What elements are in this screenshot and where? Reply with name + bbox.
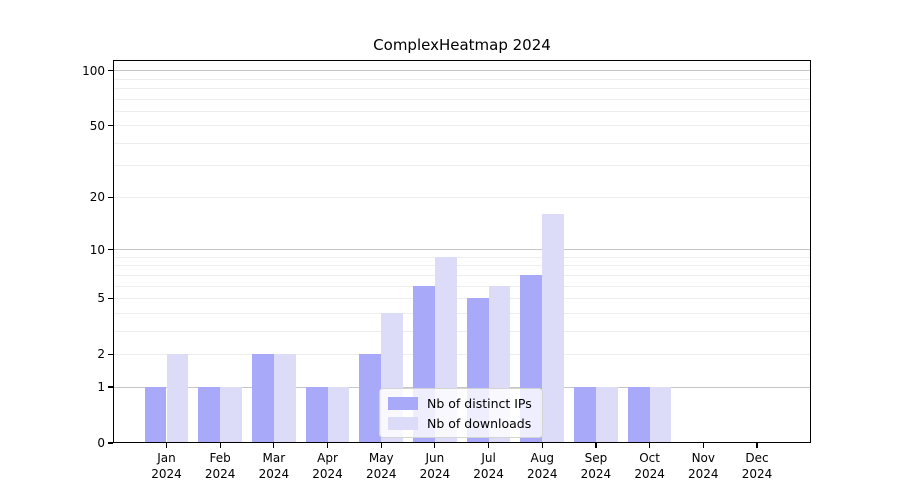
x-tick-label-dec: Dec 2024 (741, 451, 773, 481)
x-tick-mark (595, 443, 597, 448)
x-tick-label-jan: Jan 2024 (151, 451, 182, 481)
gridline-minor (114, 353, 810, 355)
gridline-minor (114, 110, 810, 112)
y-tick-label: 50 (89, 118, 105, 133)
x-tick-mark (219, 443, 221, 448)
bar-downloads-sep (595, 387, 618, 443)
y-tick-mark (108, 70, 113, 72)
plot-frame (113, 60, 811, 443)
bar-distinct-ips-may (359, 354, 382, 443)
gridline-major (114, 386, 810, 388)
gridline-minor (114, 142, 810, 144)
gridline-minor (114, 297, 810, 299)
legend-swatch (388, 416, 418, 430)
gridline-major (114, 70, 810, 72)
x-tick-mark (541, 443, 543, 448)
bar-distinct-ips-jan (144, 387, 167, 443)
gridline-minor (114, 274, 810, 276)
gridline-minor (114, 265, 810, 267)
gridline-minor (114, 125, 810, 127)
x-tick-label-nov: Nov 2024 (688, 451, 719, 481)
legend-row: Nb of distinct IPs (388, 394, 532, 412)
legend-swatch (388, 396, 418, 410)
x-tick-mark (702, 443, 704, 448)
x-tick-label-jul: Jul 2024 (473, 451, 504, 481)
bar-downloads-apr (327, 387, 350, 443)
y-tick-label: 1 (97, 380, 105, 395)
x-tick-label-sep: Sep 2024 (580, 451, 612, 481)
bar-distinct-ips-mar (252, 354, 274, 443)
x-tick-mark (756, 443, 758, 448)
x-tick-mark (380, 443, 382, 448)
legend-label: Nb of distinct IPs (427, 395, 532, 411)
x-tick-mark (434, 443, 436, 448)
x-tick-label-aug: Aug 2024 (526, 451, 558, 481)
x-tick-label-mar: Mar 2024 (258, 451, 290, 481)
bar-distinct-ips-oct (627, 387, 650, 443)
bar-downloads-feb (220, 387, 242, 443)
y-tick-label: 10 (89, 242, 105, 257)
bar-downloads-mar (273, 354, 296, 443)
gridline-minor (114, 98, 810, 100)
y-tick-mark (108, 442, 113, 444)
y-tick-label: 5 (97, 291, 105, 306)
bar-downloads-aug (542, 214, 565, 443)
gridline-minor (114, 256, 810, 258)
gridline-minor (114, 285, 810, 287)
gridline-minor (114, 312, 810, 314)
gridline-major (114, 249, 810, 251)
y-tick-mark (108, 196, 113, 198)
y-tick-label: 2 (97, 347, 105, 362)
x-tick-mark (165, 443, 168, 448)
bar-distinct-ips-feb (198, 387, 221, 443)
bar-downloads-jan (166, 354, 189, 443)
x-tick-mark (273, 443, 275, 448)
x-tick-label-oct: Oct 2024 (634, 451, 665, 481)
legend: Nb of distinct IPs Nb of downloads (379, 388, 543, 438)
legend-row: Nb of downloads (388, 414, 532, 432)
gridline-minor (114, 165, 810, 167)
bar-distinct-ips-apr (305, 387, 328, 443)
y-tick-mark (108, 297, 113, 300)
x-tick-label-apr: Apr 2024 (312, 451, 343, 481)
x-tick-label-may: May 2024 (365, 451, 397, 481)
x-tick-mark (487, 443, 490, 448)
y-tick-mark (108, 386, 113, 388)
y-tick-mark (108, 248, 113, 251)
chart-title: ComplexHeatmap 2024 (373, 36, 551, 54)
gridline-minor (114, 88, 810, 89)
gridline-minor (114, 78, 810, 80)
bar-distinct-ips-sep (574, 387, 596, 443)
y-tick-mark (108, 353, 113, 355)
x-tick-label-jun: Jun 2024 (419, 451, 451, 481)
y-tick-label: 0 (97, 436, 105, 450)
x-tick-label-feb: Feb 2024 (204, 451, 236, 481)
y-tick-label: 100 (82, 63, 105, 78)
y-tick-label: 20 (89, 190, 105, 205)
gridline-minor (114, 330, 810, 332)
y-tick-mark (108, 125, 113, 127)
bar-downloads-oct (649, 387, 672, 443)
x-tick-mark (326, 443, 329, 448)
gridline-minor (114, 196, 810, 198)
x-tick-mark (649, 443, 651, 448)
legend-label: Nb of downloads (427, 415, 532, 431)
